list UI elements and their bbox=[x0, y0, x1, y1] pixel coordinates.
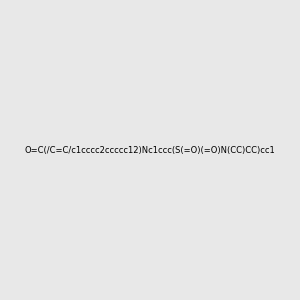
Text: O=C(/C=C/c1cccc2ccccc12)Nc1ccc(S(=O)(=O)N(CC)CC)cc1: O=C(/C=C/c1cccc2ccccc12)Nc1ccc(S(=O)(=O)… bbox=[25, 146, 275, 154]
